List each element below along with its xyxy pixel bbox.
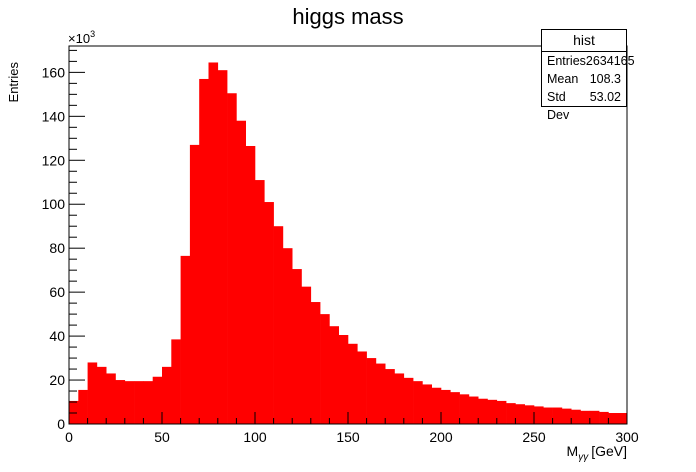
histogram-bar — [301, 286, 312, 424]
histogram-bar — [162, 366, 172, 424]
histogram-bar — [608, 413, 618, 424]
x-tick-label: 0 — [65, 429, 73, 445]
histogram-bar — [357, 351, 367, 424]
histogram-bar — [431, 387, 442, 424]
y-tick-label: 0 — [57, 416, 65, 432]
histogram-bar — [310, 302, 321, 424]
y-axis-multiplier: ×103 — [68, 29, 95, 46]
stats-label: Std Dev — [547, 90, 570, 122]
histogram-bar — [134, 381, 144, 424]
y-tick-label: 80 — [49, 240, 65, 256]
histogram-bar — [227, 93, 237, 424]
y-axis-ticks: 0 20 40 60 80 100 120 140 160 — [42, 49, 85, 432]
x-tick-label: 200 — [429, 429, 453, 445]
histogram-bar — [106, 373, 116, 424]
chart-title: higgs mass — [292, 4, 403, 29]
histogram-bar — [599, 411, 609, 424]
stats-value: 108.3 — [589, 72, 621, 86]
histogram-bar — [543, 407, 553, 424]
histogram-bar — [124, 381, 135, 424]
histogram-bar — [385, 369, 395, 424]
stats-label: Entries — [547, 54, 586, 68]
histogram-bar — [78, 389, 88, 424]
x-tick-label: 100 — [243, 429, 267, 445]
x-tick-label: 300 — [615, 429, 639, 445]
histogram-bar — [264, 202, 274, 424]
histogram-bar — [534, 406, 544, 424]
histogram-bar — [422, 384, 432, 424]
histogram-bar — [87, 362, 98, 424]
x-axis-ticks: 0 50 100 150 200 250 300 — [65, 412, 639, 445]
histogram-bar — [115, 380, 126, 424]
histogram-bar — [478, 398, 488, 424]
y-tick-label: 140 — [42, 108, 66, 124]
x-tick-label: 150 — [336, 429, 360, 445]
histogram-bar — [171, 339, 181, 424]
x-tick-label: 250 — [522, 429, 546, 445]
histogram-bar — [487, 399, 498, 424]
histogram-bar — [366, 358, 377, 424]
histogram-bar — [320, 314, 330, 424]
histogram-bar — [459, 394, 470, 424]
histogram-bar — [571, 409, 581, 424]
histogram-bar — [403, 377, 414, 424]
histogram-bar — [580, 410, 591, 424]
histogram-bar — [338, 334, 349, 424]
stats-title: hist — [542, 30, 626, 52]
x-axis-label: Mγγ [GeV] — [567, 443, 627, 463]
histogram-bar — [292, 269, 302, 424]
stats-row-mean: Mean 108.3 — [542, 70, 626, 88]
y-tick-label: 20 — [49, 372, 65, 388]
histogram-bar — [561, 408, 572, 424]
histogram-bar — [394, 373, 405, 424]
histogram-bar — [441, 389, 451, 424]
histogram-bar — [468, 396, 479, 424]
histogram-bar — [273, 226, 284, 424]
stats-label: Mean — [547, 72, 579, 86]
histogram-bar — [282, 248, 293, 424]
histogram-bar — [208, 62, 219, 425]
histogram-bars — [69, 62, 628, 425]
histogram-bar — [143, 381, 153, 424]
histogram-bar — [180, 255, 191, 424]
x-tick-label: 50 — [154, 429, 170, 445]
y-axis-label: Entries — [6, 62, 21, 103]
stats-row-stddev: Std Dev 53.02 — [542, 88, 626, 122]
histogram-bar — [524, 405, 535, 424]
stats-box: hist Entries 2634165 Mean 108.3 Std Dev … — [541, 29, 635, 122]
y-tick-label: 120 — [42, 152, 66, 168]
histogram-bar — [506, 403, 516, 424]
histogram-bar — [245, 145, 256, 424]
histogram-bar — [96, 366, 107, 424]
histogram-bar — [348, 343, 358, 424]
histogram-bar — [375, 363, 386, 424]
histogram-bar — [236, 120, 246, 424]
histogram-bar — [413, 381, 423, 424]
histogram-bar — [552, 407, 563, 424]
stats-row-entries: Entries 2634165 — [542, 52, 635, 70]
histogram-bar — [589, 410, 600, 424]
histogram-bar — [199, 78, 209, 424]
histogram-bar — [329, 326, 339, 424]
histogram-bar — [515, 404, 525, 424]
stats-value: 2634165 — [585, 54, 635, 68]
y-tick-label: 60 — [49, 284, 65, 300]
histogram-bar — [617, 413, 628, 424]
y-tick-label: 160 — [42, 64, 66, 80]
histogram-bar — [450, 392, 460, 424]
y-tick-label: 40 — [49, 328, 65, 344]
y-tick-label: 100 — [42, 196, 66, 212]
histogram-bar — [152, 376, 163, 424]
histogram-bar — [69, 400, 79, 424]
histogram-bar — [217, 70, 228, 425]
stats-value: 53.02 — [589, 90, 621, 104]
histogram-bar — [189, 144, 200, 424]
histogram-bar — [496, 400, 507, 424]
histogram-bar — [255, 180, 265, 424]
